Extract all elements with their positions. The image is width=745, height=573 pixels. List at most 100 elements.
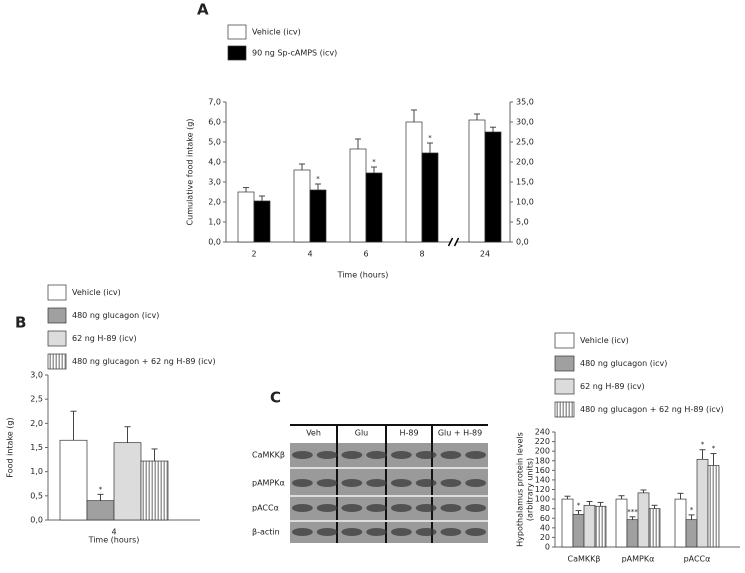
blot-band — [391, 504, 412, 512]
blot-row-label: pACCα — [252, 504, 279, 513]
y-tick-label: 2,5 — [30, 395, 43, 404]
blot-row-label: pAMPKα — [252, 479, 285, 488]
legend-swatch — [47, 330, 67, 347]
y-tick-label: 1,0 — [208, 218, 221, 227]
legend-label: 62 ng H-89 (icv) — [72, 334, 137, 343]
y2-tick-label: 30,0 — [516, 118, 534, 127]
legend-label: 480 ng glucagon + 62 ng H-89 (icv) — [72, 357, 216, 366]
x-tick-label: 24 — [480, 250, 490, 259]
x-tick-label: pACCα — [684, 555, 711, 564]
y2-tick-label: 5,0 — [516, 218, 529, 227]
blot-band — [292, 528, 313, 536]
blot-band — [465, 504, 486, 512]
blot-band — [465, 528, 486, 536]
bar — [421, 152, 439, 243]
blot-band — [366, 528, 387, 536]
axis-break — [453, 237, 460, 247]
legend-label: 480 ng glucagon (icv) — [580, 359, 667, 368]
y-axis-title: Hypothalamus protein levels — [516, 432, 525, 547]
blot-band — [465, 479, 486, 487]
blot-band — [292, 504, 313, 512]
blot-band — [415, 504, 437, 512]
blot-band — [366, 479, 387, 487]
axis-break-gap — [450, 240, 457, 244]
legend-swatch — [47, 353, 67, 370]
y-tick-label: 1,5 — [30, 443, 43, 452]
y-tick-label: 4,0 — [208, 158, 221, 167]
legend-label: 90 ng Sp-cAMPS (icv) — [252, 49, 337, 58]
bar — [685, 519, 698, 548]
blot-band — [391, 479, 412, 487]
panel-label: C — [270, 389, 281, 407]
bar — [674, 498, 687, 548]
panel-label: A — [197, 1, 209, 19]
blot-band — [292, 479, 313, 487]
blot-band — [440, 451, 462, 459]
significance: *** — [627, 508, 638, 516]
y-tick-label: 240 — [535, 428, 550, 437]
bar — [696, 458, 709, 548]
y-tick-label: 3,0 — [208, 178, 221, 187]
blot-band — [316, 479, 338, 487]
significance: * — [690, 506, 694, 514]
legend-swatch — [227, 45, 247, 61]
blot-band — [415, 451, 437, 459]
bar — [253, 200, 271, 243]
x-axis-title: Time (hours) — [88, 536, 140, 545]
legend-swatch — [47, 307, 67, 324]
y-tick-label: 1,0 — [30, 467, 43, 476]
legend-label: Vehicle (icv) — [72, 288, 121, 297]
x-tick-label: pAMPKα — [622, 555, 655, 564]
y-tick-label: 40 — [540, 523, 550, 532]
blot-band — [316, 504, 338, 512]
blot-band — [415, 479, 437, 487]
blot-band — [292, 451, 313, 459]
y-tick-label: 0,0 — [30, 516, 43, 525]
bar — [637, 492, 650, 548]
blot-band — [341, 528, 363, 536]
blot-lane-label: Veh — [306, 429, 321, 438]
x-tick-label: CaMKKβ — [568, 555, 601, 564]
legend-swatch — [227, 24, 247, 40]
legend-label: 62 ng H-89 (icv) — [580, 382, 645, 391]
legend-swatch — [554, 332, 575, 349]
y-tick-label: 2,0 — [208, 198, 221, 207]
blot-band — [316, 528, 338, 536]
bar — [86, 500, 115, 521]
legend-swatch — [554, 355, 575, 372]
blot-band — [341, 479, 363, 487]
y-tick-label: 80 — [540, 504, 550, 513]
y-tick-label: 3,0 — [30, 371, 43, 380]
y-tick-label: 220 — [535, 437, 550, 446]
bar — [365, 172, 383, 243]
blot-image — [290, 443, 488, 543]
blot-band — [366, 504, 387, 512]
significance: * — [372, 158, 376, 166]
x-tick-label: 6 — [363, 250, 368, 259]
y2-tick-label: 35,0 — [516, 98, 534, 107]
blot-band — [391, 451, 412, 459]
legend-label: Vehicle (icv) — [580, 336, 629, 345]
significance: * — [428, 134, 432, 142]
bar — [648, 508, 661, 548]
blot-band — [341, 504, 363, 512]
bar — [583, 504, 596, 548]
bar — [468, 119, 486, 243]
y-tick-label: 160 — [535, 466, 550, 475]
y-tick-label: 140 — [535, 475, 550, 484]
y-axis-title: Food intake (g) — [6, 417, 15, 477]
y-tick-label: 200 — [535, 447, 550, 456]
significance: * — [316, 175, 320, 183]
bar — [59, 439, 88, 521]
blot-band — [465, 451, 486, 459]
y-tick-label: 20 — [540, 533, 550, 542]
significance: * — [712, 445, 716, 453]
bar — [113, 442, 142, 521]
y2-tick-label: 10,0 — [516, 198, 534, 207]
legend-swatch — [554, 378, 575, 395]
y2-tick-label: 25,0 — [516, 138, 534, 147]
x-tick-label: 2 — [251, 250, 256, 259]
blot-row-label: CaMKKβ — [252, 451, 285, 460]
y-tick-label: 180 — [535, 456, 550, 465]
